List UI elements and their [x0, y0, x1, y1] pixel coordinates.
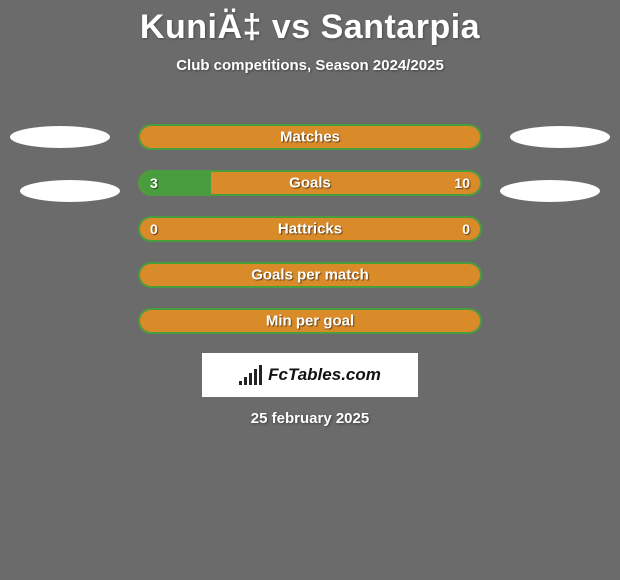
row-label: Min per goal [266, 313, 354, 330]
comparison-row: Goals 3 10 [138, 170, 482, 196]
site-badge-text: FcTables.com [268, 365, 381, 385]
bar-segment [244, 377, 247, 385]
page-subtitle: Club competitions, Season 2024/2025 [0, 57, 620, 74]
comparison-row: Min per goal [138, 308, 482, 334]
row-label: Goals [289, 175, 331, 192]
decorative-ellipse [10, 126, 110, 148]
site-badge: FcTables.com [202, 353, 418, 397]
bar-segment [239, 381, 242, 385]
page-title: KuniÄ‡ vs Santarpia [0, 0, 620, 47]
bar-segment [259, 365, 262, 385]
decorative-ellipse [510, 126, 610, 148]
decorative-ellipse [500, 180, 600, 202]
comparison-row: Matches [138, 124, 482, 150]
comparison-row: Goals per match [138, 262, 482, 288]
row-label: Matches [280, 129, 340, 146]
footer-date: 25 february 2025 [0, 410, 620, 427]
row-value-right: 10 [454, 175, 470, 191]
row-value-left: 3 [150, 175, 158, 191]
row-value-right: 0 [462, 221, 470, 237]
row-label: Hattricks [278, 221, 342, 238]
comparison-rows: Matches Goals 3 10 Hattricks 0 0 Goals per matc… [138, 124, 482, 354]
row-value-left: 0 [150, 221, 158, 237]
bar-segment [254, 369, 257, 385]
row-label: Goals per match [251, 267, 369, 284]
decorative-ellipse [20, 180, 120, 202]
bar-segment [249, 373, 252, 385]
comparison-row: Hattricks 0 0 [138, 216, 482, 242]
bars-icon [239, 365, 262, 385]
